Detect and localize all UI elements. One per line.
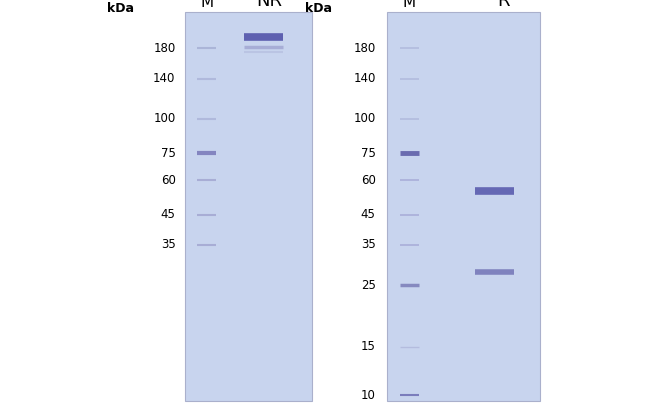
Text: 10: 10: [361, 389, 376, 402]
Text: 60: 60: [161, 174, 176, 187]
Text: kDa: kDa: [107, 2, 134, 15]
Text: 75: 75: [161, 147, 176, 160]
Text: kDa: kDa: [305, 2, 332, 15]
Text: 15: 15: [361, 340, 376, 353]
Text: NR: NR: [257, 0, 283, 10]
Text: 25: 25: [361, 279, 376, 292]
Text: 140: 140: [354, 72, 376, 85]
Text: 35: 35: [161, 238, 176, 251]
Text: 140: 140: [153, 72, 176, 85]
Bar: [387, 12, 540, 401]
Text: 60: 60: [361, 174, 376, 187]
Text: 100: 100: [153, 112, 176, 125]
Bar: [185, 12, 312, 401]
Text: 35: 35: [361, 238, 376, 251]
Text: 180: 180: [354, 42, 376, 55]
Text: 180: 180: [153, 42, 176, 55]
Text: M: M: [200, 0, 213, 10]
Text: M: M: [403, 0, 416, 10]
Text: 45: 45: [161, 208, 176, 221]
Text: 100: 100: [354, 112, 376, 125]
Text: 75: 75: [361, 147, 376, 160]
Text: 45: 45: [361, 208, 376, 221]
Text: R: R: [497, 0, 510, 10]
